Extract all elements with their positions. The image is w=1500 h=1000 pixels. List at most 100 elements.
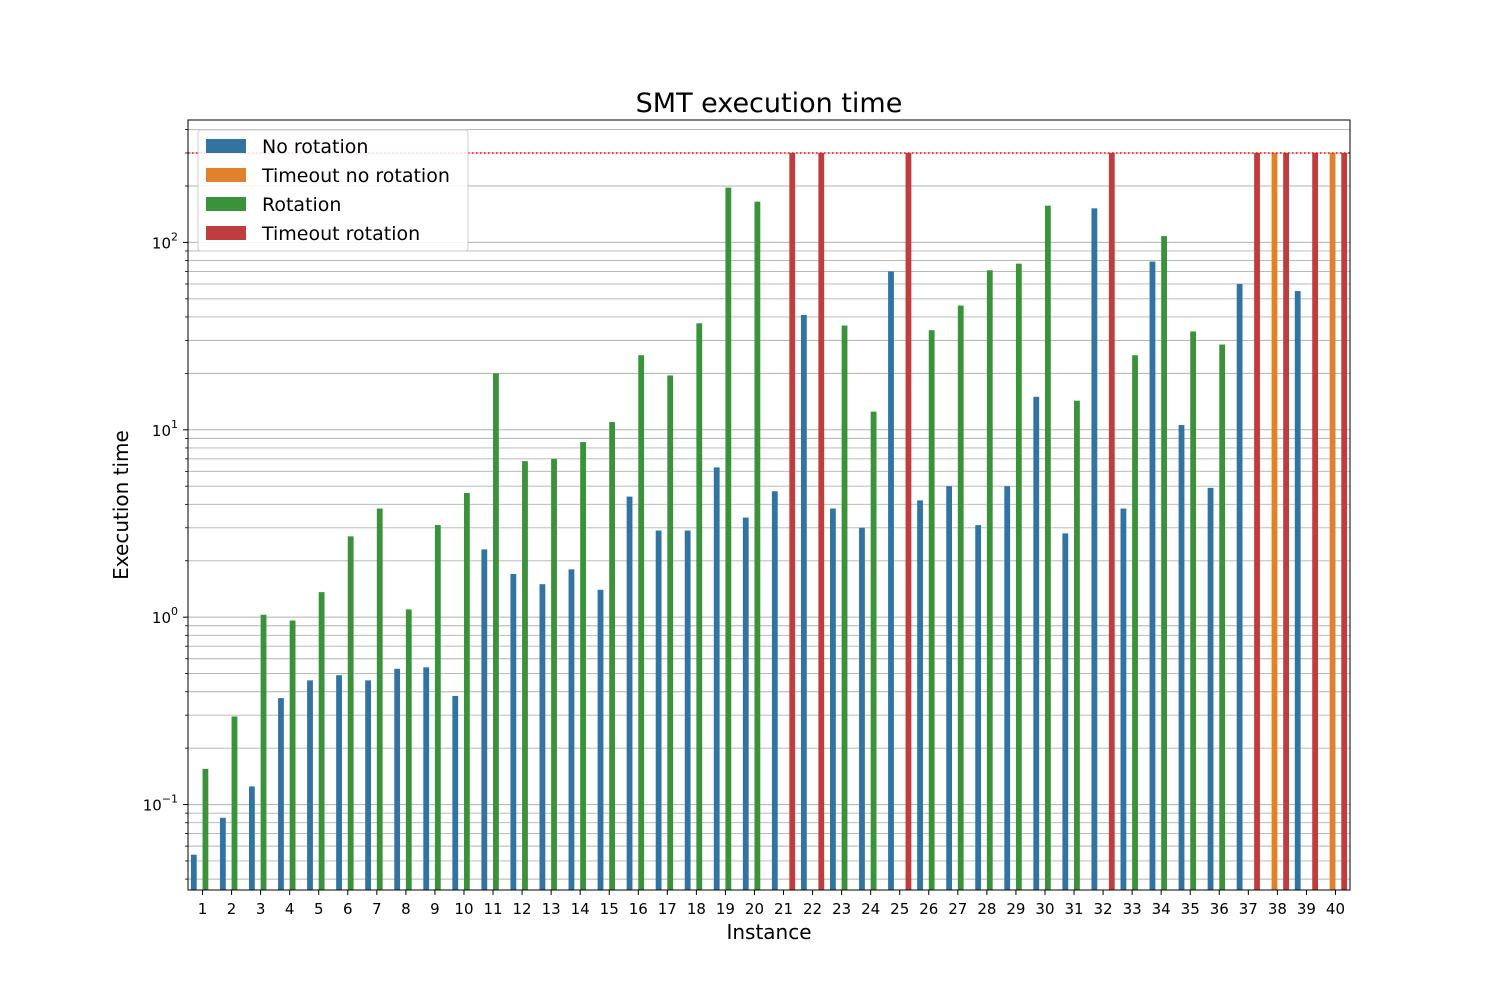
x-tick-label: 11 — [483, 900, 502, 918]
bar — [789, 152, 796, 891]
x-tick-label: 36 — [1210, 900, 1229, 918]
bar — [452, 695, 459, 890]
bar — [510, 573, 517, 890]
legend-label: Timeout no rotation — [261, 165, 450, 187]
legend-swatch — [206, 168, 246, 182]
x-tick-label: 27 — [948, 900, 967, 918]
bar — [957, 305, 964, 890]
bar — [1062, 533, 1069, 890]
x-tick-label: 39 — [1297, 900, 1316, 918]
bar — [539, 584, 546, 890]
bar — [1149, 261, 1156, 890]
bars — [190, 152, 1348, 891]
x-tick-label: 9 — [430, 900, 440, 918]
x-tick-label: 7 — [372, 900, 382, 918]
bar — [376, 508, 383, 890]
bar — [1091, 208, 1098, 891]
bar — [463, 492, 470, 890]
bar — [434, 525, 441, 890]
bar — [655, 530, 662, 890]
bar — [219, 817, 226, 890]
bar — [888, 271, 894, 891]
x-tick-label: 16 — [629, 900, 648, 918]
bar — [818, 152, 825, 891]
bar — [1236, 283, 1243, 890]
bar — [696, 323, 703, 890]
bar — [1178, 425, 1185, 890]
bar — [1108, 152, 1115, 891]
bar — [870, 411, 877, 890]
x-tick-label: 13 — [542, 900, 561, 918]
bar — [260, 614, 267, 890]
legend: No rotation Timeout no rotation Rotation Ti… — [197, 129, 469, 252]
bar — [754, 201, 761, 890]
y-axis: 10−1 100 101 102 — [143, 129, 188, 880]
x-tick-label: 33 — [1123, 900, 1142, 918]
bar — [905, 152, 912, 891]
bar — [289, 620, 296, 890]
x-tick-label: 18 — [687, 900, 706, 918]
bar — [638, 355, 645, 890]
bar — [928, 330, 935, 890]
x-tick-label: 35 — [1181, 900, 1200, 918]
bar — [423, 667, 430, 890]
bar — [1219, 344, 1226, 890]
x-tick-label: 5 — [314, 900, 324, 918]
x-tick-label: 15 — [600, 900, 619, 918]
bar — [249, 786, 255, 890]
bar — [1044, 205, 1051, 890]
bar — [307, 680, 313, 890]
bar — [917, 500, 923, 890]
x-axis-title: Instance — [726, 920, 811, 944]
bar — [551, 458, 557, 890]
bar — [202, 768, 209, 890]
bar — [1132, 355, 1138, 890]
x-tick-label: 19 — [716, 900, 735, 918]
bar — [946, 486, 953, 890]
x-tick-label: 26 — [919, 900, 938, 918]
legend-swatch — [206, 139, 246, 153]
bar — [190, 854, 197, 890]
x-tick-label: 17 — [658, 900, 677, 918]
bar — [394, 668, 401, 890]
x-tick-label: 12 — [513, 900, 532, 918]
bar — [1341, 152, 1348, 891]
bar — [1294, 291, 1301, 890]
bar — [1074, 400, 1080, 890]
legend-label: Timeout rotation — [261, 223, 420, 245]
x-tick-label: 38 — [1268, 900, 1287, 918]
x-tick-label: 28 — [977, 900, 996, 918]
x-tick-label: 2 — [227, 900, 237, 918]
bar — [667, 375, 674, 890]
bar — [597, 589, 604, 890]
x-tick-label: 20 — [745, 900, 764, 918]
bar — [684, 530, 691, 890]
bar — [1283, 152, 1289, 891]
bar — [568, 569, 575, 890]
bar — [580, 442, 586, 890]
bar — [318, 592, 325, 890]
bar — [1033, 396, 1040, 890]
bar — [1271, 152, 1278, 891]
x-tick-label: 22 — [803, 900, 822, 918]
x-tick-label: 30 — [1035, 900, 1054, 918]
chart-title: SMT execution time — [636, 88, 903, 119]
x-tick-label: 21 — [774, 900, 793, 918]
bar — [522, 461, 528, 890]
bar — [626, 496, 633, 890]
bar — [493, 373, 499, 890]
bar — [336, 675, 342, 890]
bar — [771, 491, 778, 890]
bar — [859, 527, 865, 890]
bar — [975, 525, 982, 890]
bar — [830, 508, 836, 890]
plot-frame — [187, 119, 1351, 891]
bar — [481, 549, 488, 890]
bar — [347, 536, 354, 890]
x-tick-label: 8 — [401, 900, 411, 918]
y-tick-label: 102 — [152, 230, 178, 252]
bar — [725, 187, 732, 890]
bar — [1161, 236, 1167, 890]
bar — [609, 422, 616, 890]
